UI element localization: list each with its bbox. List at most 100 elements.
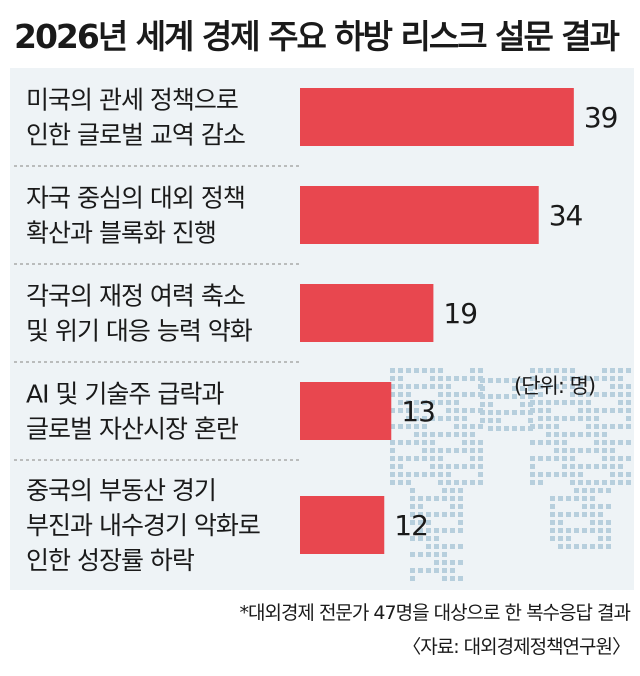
map-dot <box>570 384 575 389</box>
map-dot <box>426 512 431 517</box>
map-dot <box>406 440 411 445</box>
map-dot <box>554 416 559 421</box>
map-dot <box>626 384 631 389</box>
map-dot <box>578 464 583 469</box>
map-dot <box>438 456 443 461</box>
map-dot <box>550 520 555 525</box>
map-dot <box>554 368 559 373</box>
map-dot <box>480 386 485 391</box>
value-labels: 39 34 19 13 12 <box>394 101 618 542</box>
map-dot <box>590 520 595 525</box>
map-dot <box>570 480 575 485</box>
map-dot <box>578 432 583 437</box>
map-dot <box>602 432 607 437</box>
map-dot <box>610 376 615 381</box>
map-dot <box>426 552 431 557</box>
map-dot <box>430 448 435 453</box>
map-dot <box>398 464 403 469</box>
map-dot <box>606 488 611 493</box>
map-dot <box>488 378 493 383</box>
map-dot <box>454 424 459 429</box>
map-dot <box>610 480 615 485</box>
map-dot <box>582 512 587 517</box>
map-dot <box>446 384 451 389</box>
map-dot <box>458 560 463 565</box>
map-dot <box>406 424 411 429</box>
map-dot <box>390 456 395 461</box>
map-dot <box>446 376 451 381</box>
map-dot <box>538 472 543 477</box>
map-dot <box>578 392 583 397</box>
map-dot <box>410 512 415 517</box>
map-dot <box>594 464 599 469</box>
map-dot <box>520 394 525 399</box>
map-dot <box>602 448 607 453</box>
map-dot <box>520 426 525 431</box>
map-dot <box>422 384 427 389</box>
bar <box>300 88 574 146</box>
map-dot <box>610 424 615 429</box>
map-dot <box>438 376 443 381</box>
chart-panel: 미국의 관세 정책으로 인한 글로벌 교역 감소 자국 중심의 대외 정책 확산과 블… <box>10 68 634 590</box>
map-dot <box>422 424 427 429</box>
map-dot <box>426 520 431 525</box>
map-dot <box>610 472 615 477</box>
map-dot <box>390 376 395 381</box>
map-dot <box>462 464 467 469</box>
bar <box>300 284 434 342</box>
map-dot <box>554 448 559 453</box>
map-dot <box>538 408 543 413</box>
map-dot <box>446 432 451 437</box>
map-dot <box>570 376 575 381</box>
bar <box>300 496 385 554</box>
map-dot <box>390 464 395 469</box>
map-dot <box>406 416 411 421</box>
map-dot <box>578 480 583 485</box>
map-dot <box>422 416 427 421</box>
map-dot <box>422 368 427 373</box>
map-dot <box>512 426 517 431</box>
map-dot <box>626 392 631 397</box>
map-dot <box>398 408 403 413</box>
map-dot <box>478 424 483 429</box>
map-dot <box>528 394 533 399</box>
map-dot <box>430 440 435 445</box>
map-dot <box>590 488 595 493</box>
map-dot <box>496 394 501 399</box>
map-dot <box>434 544 439 549</box>
map-dot <box>422 472 427 477</box>
map-dot <box>470 376 475 381</box>
map-dot <box>426 544 431 549</box>
map-dot <box>398 376 403 381</box>
map-dot <box>554 432 559 437</box>
map-dot <box>454 408 459 413</box>
map-dot <box>454 400 459 405</box>
map-dot <box>450 488 455 493</box>
map-dot <box>442 568 447 573</box>
map-dot <box>450 544 455 549</box>
map-dot <box>512 378 517 383</box>
map-dot <box>550 496 555 501</box>
map-dot <box>478 368 483 373</box>
map-dot <box>418 568 423 573</box>
map-dot <box>418 536 423 541</box>
map-dot <box>602 464 607 469</box>
map-dot <box>446 480 451 485</box>
map-dot <box>454 448 459 453</box>
map-dot <box>410 496 415 501</box>
category-label: 부진과 내수경기 악화로 <box>26 511 260 540</box>
map-dot <box>570 416 575 421</box>
map-dot <box>454 416 459 421</box>
category-label: 글로벌 자산시장 혼란 <box>26 415 239 444</box>
map-dot <box>610 440 615 445</box>
map-dot <box>406 472 411 477</box>
map-dot <box>504 378 509 383</box>
map-dot <box>582 528 587 533</box>
map-dot <box>590 512 595 517</box>
map-dot <box>438 480 443 485</box>
map-dot <box>438 400 443 405</box>
map-dot <box>562 384 567 389</box>
map-dot <box>430 376 435 381</box>
map-dot <box>398 472 403 477</box>
map-dot <box>530 480 535 485</box>
